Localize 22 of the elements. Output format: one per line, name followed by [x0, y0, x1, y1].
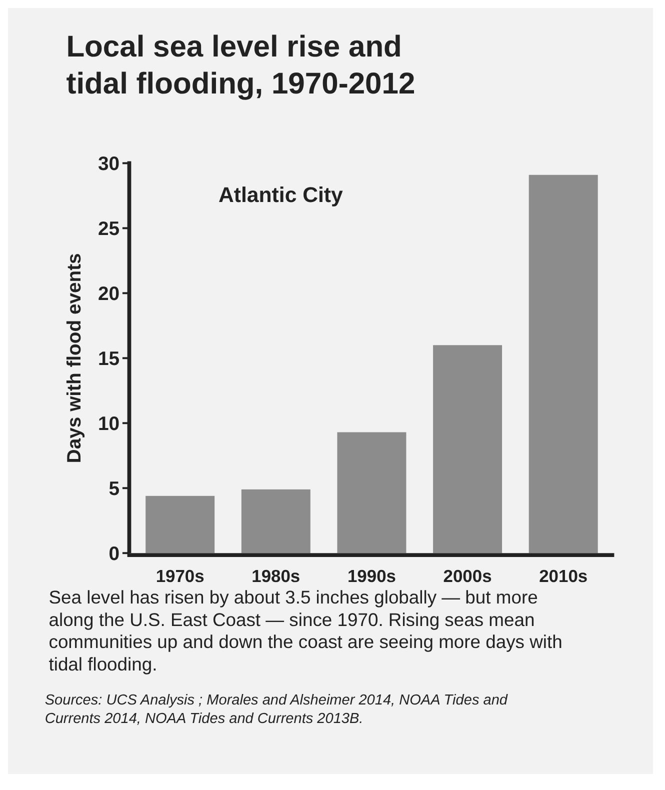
bar — [241, 489, 310, 554]
source-note: Sources: UCS Analysis ; Morales and Alsheimer 2014, NOAA Tides and Currents 2014, NOAA Tides and Currents 2013B. — [44, 692, 508, 727]
bar — [528, 174, 598, 554]
text: Atlantic City — [218, 182, 344, 207]
x-tick-label: 1970s — [156, 566, 204, 586]
y-tick-label: 20 — [98, 282, 120, 305]
y-tick-label: 30 — [98, 152, 120, 175]
text: Sea level has risen by about 3.5 inches globally — but more along the U.S. East Coast — since 1970. Rising seas mean communities up and down the coast are seeing more days with tidal flooding. — [48, 586, 562, 674]
x-tick-label: 2010s — [539, 566, 588, 586]
x-tick-label: 1990s — [347, 566, 396, 586]
y-tick-label: 5 — [108, 478, 120, 500]
x-tick-label: 1980s — [252, 566, 300, 586]
y-tick-label: 15 — [98, 348, 120, 370]
y-tick-label: 0 — [108, 542, 120, 565]
chart-title: Local sea level rise and tidal flooding, 1970-2012 — [66, 30, 416, 100]
y-axis-title: Days with flood events — [64, 253, 86, 464]
x-tick-label: 2000s — [443, 566, 492, 586]
bar — [146, 496, 215, 554]
bar — [337, 432, 406, 554]
bar — [433, 345, 502, 554]
y-tick-label: 25 — [98, 218, 120, 240]
y-tick-label: 10 — [98, 412, 120, 435]
